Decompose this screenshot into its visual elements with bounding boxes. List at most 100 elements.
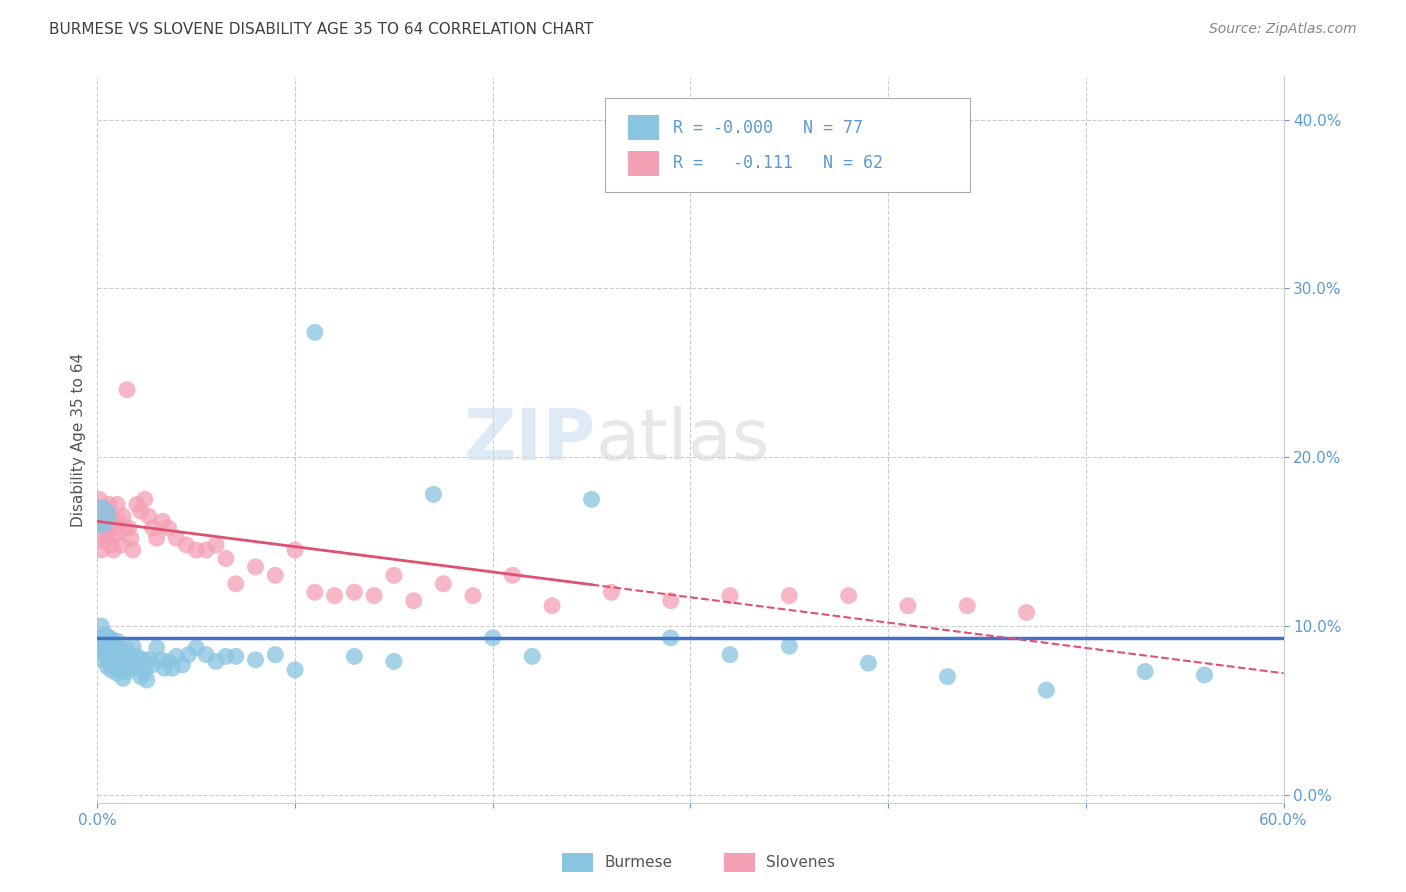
Point: [108, 659, 131, 673]
Point: [195, 543, 218, 558]
Point: [177, 648, 200, 662]
Point: [100, 663, 122, 677]
Point: [115, 665, 138, 679]
Point: [98, 498, 121, 512]
Point: [186, 640, 208, 655]
Point: [108, 639, 131, 653]
Point: [186, 543, 208, 558]
Point: [112, 649, 135, 664]
Point: [101, 514, 124, 528]
Point: [225, 649, 247, 664]
Point: [96, 659, 118, 673]
Point: [581, 492, 603, 507]
Point: [90, 644, 112, 658]
Text: Slovenes: Slovenes: [766, 855, 835, 870]
Point: [108, 514, 131, 528]
Point: [502, 568, 524, 582]
Point: [96, 529, 118, 543]
Point: [481, 631, 503, 645]
Point: [122, 639, 145, 653]
Point: [129, 670, 152, 684]
Point: [94, 509, 117, 524]
Point: [138, 509, 160, 524]
Point: [94, 644, 117, 658]
Point: [382, 568, 405, 582]
Point: [90, 543, 112, 558]
Point: [104, 642, 127, 657]
Point: [96, 649, 118, 664]
Point: [114, 655, 136, 669]
Point: [89, 631, 111, 645]
Point: [165, 649, 187, 664]
Point: [718, 648, 741, 662]
Point: [1035, 683, 1057, 698]
Point: [90, 517, 112, 532]
Point: [157, 521, 180, 535]
Point: [118, 521, 141, 535]
Point: [1194, 668, 1216, 682]
Point: [382, 655, 405, 669]
Point: [1015, 606, 1038, 620]
Point: [245, 653, 267, 667]
Text: BURMESE VS SLOVENE DISABILITY AGE 35 TO 64 CORRELATION CHART: BURMESE VS SLOVENE DISABILITY AGE 35 TO …: [49, 22, 593, 37]
Text: atlas: atlas: [596, 406, 770, 475]
Point: [91, 632, 114, 647]
Point: [114, 521, 136, 535]
Point: [90, 619, 112, 633]
Point: [115, 383, 138, 397]
Point: [122, 543, 145, 558]
Point: [89, 492, 111, 507]
Point: [264, 648, 287, 662]
Point: [98, 521, 121, 535]
Point: [195, 648, 218, 662]
Point: [125, 498, 148, 512]
Point: [718, 589, 741, 603]
Point: [91, 653, 114, 667]
Point: [120, 531, 142, 545]
Text: Burmese: Burmese: [605, 855, 672, 870]
Point: [94, 627, 117, 641]
Text: R = -0.000   N = 77: R = -0.000 N = 77: [673, 119, 863, 136]
Point: [101, 543, 124, 558]
Point: [128, 659, 150, 673]
Text: ZIP: ZIP: [464, 406, 596, 475]
Point: [91, 526, 114, 541]
Point: [165, 531, 187, 545]
Point: [304, 585, 326, 599]
Point: [91, 500, 114, 515]
Point: [105, 526, 128, 541]
Point: [89, 509, 111, 524]
Point: [284, 663, 307, 677]
Point: [541, 599, 564, 613]
Point: [176, 538, 198, 552]
Point: [142, 657, 165, 672]
Point: [152, 514, 174, 528]
Point: [104, 659, 127, 673]
Point: [98, 631, 121, 645]
Point: [104, 521, 127, 535]
Point: [138, 653, 160, 667]
Point: [118, 649, 141, 664]
Point: [124, 661, 146, 675]
Point: [215, 649, 238, 664]
Point: [132, 653, 155, 667]
Point: [96, 504, 118, 518]
Point: [110, 644, 132, 658]
Point: [100, 632, 122, 647]
Point: [134, 492, 156, 507]
Point: [100, 538, 122, 552]
Point: [105, 666, 128, 681]
Point: [142, 521, 165, 535]
Point: [135, 673, 157, 687]
Point: [323, 589, 346, 603]
Point: [112, 509, 135, 524]
Point: [343, 585, 366, 599]
Point: [432, 576, 454, 591]
Point: [125, 649, 148, 664]
Point: [402, 593, 425, 607]
Point: [172, 657, 194, 672]
Text: Source: ZipAtlas.com: Source: ZipAtlas.com: [1209, 22, 1357, 37]
Point: [91, 639, 114, 653]
Point: [363, 589, 385, 603]
Point: [838, 589, 860, 603]
